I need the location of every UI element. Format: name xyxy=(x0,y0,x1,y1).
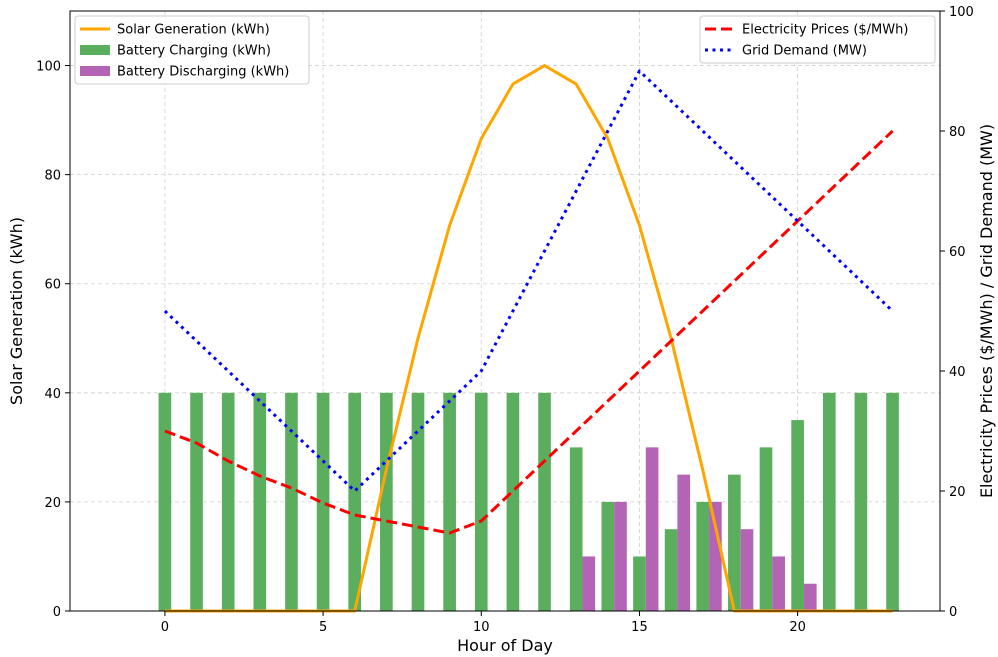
y-axis-right-ticks: 0 20 40 60 80 100 xyxy=(940,5,974,620)
discharging-bar xyxy=(677,474,691,611)
legend-label: Electricity Prices ($/MWh) xyxy=(742,23,908,38)
x-tick-label: 0 xyxy=(161,620,169,635)
lines-layer xyxy=(163,64,894,613)
x-axis-label: Hour of Day xyxy=(457,636,553,655)
x-axis-ticks: 0 5 10 15 20 xyxy=(161,611,806,635)
charging-bar xyxy=(759,447,773,611)
discharging-bar xyxy=(740,529,754,611)
charging-bar xyxy=(664,529,678,611)
charging-bar xyxy=(190,392,203,611)
charging-bar xyxy=(886,392,899,611)
discharging-bar xyxy=(645,447,659,611)
y-right-tick-label: 0 xyxy=(949,605,957,620)
y-left-tick-label: 0 xyxy=(53,605,61,620)
charging-bar xyxy=(506,392,520,611)
solar-generation-line xyxy=(164,64,893,613)
charging-bar xyxy=(380,392,393,611)
charging-bar xyxy=(443,392,456,611)
charging-bar xyxy=(316,392,330,611)
discharging-bar xyxy=(709,501,722,611)
y-left-tick-label: 80 xyxy=(44,169,61,184)
charging-bar xyxy=(728,474,741,611)
charging-bar xyxy=(822,392,836,611)
y-axis-left-ticks: 0 20 40 60 80 100 xyxy=(36,60,70,620)
discharging-bar xyxy=(772,556,785,611)
y-left-tick-label: 60 xyxy=(44,278,61,293)
charging-bar xyxy=(791,420,804,611)
y-left-tick-label: 20 xyxy=(44,496,61,511)
charging-bar xyxy=(221,392,235,611)
charging-bar xyxy=(696,501,710,611)
legend-left: Solar Generation (kWh) Battery Charging (… xyxy=(74,15,310,85)
discharging-bar xyxy=(582,556,596,611)
y-right-tick-label: 60 xyxy=(949,245,966,260)
y-left-tick-label: 100 xyxy=(36,60,61,75)
y-axis-left-label: Solar Generation (kWh) xyxy=(7,217,26,405)
y-right-tick-label: 80 xyxy=(949,125,966,140)
charging-bar xyxy=(158,392,172,611)
plot-frame xyxy=(69,10,941,612)
charging-bar xyxy=(633,556,646,611)
legend-patch-swatch xyxy=(80,45,110,55)
legend-frame xyxy=(699,15,936,64)
charging-bar xyxy=(285,392,298,611)
x-tick-label: 15 xyxy=(631,620,648,635)
legend-right: Electricity Prices ($/MWh) Grid Demand (M… xyxy=(699,15,936,64)
electricity-prices-line xyxy=(164,129,894,535)
grid-demand-line xyxy=(163,69,894,493)
x-tick-label: 20 xyxy=(789,620,806,635)
legend-label: Grid Demand (MW) xyxy=(742,44,867,59)
discharging-bar xyxy=(614,501,627,611)
legend-label: Solar Generation (kWh) xyxy=(117,23,270,38)
legend-label: Battery Discharging (kWh) xyxy=(117,65,289,80)
charging-bar xyxy=(538,392,551,611)
y-right-tick-label: 20 xyxy=(949,485,966,500)
discharging-bar xyxy=(803,583,817,611)
y-right-tick-label: 40 xyxy=(949,365,966,380)
charging-bar xyxy=(601,501,615,611)
legend-patch-swatch xyxy=(80,66,110,76)
charging-bar xyxy=(569,447,583,611)
charging-bar xyxy=(854,392,868,611)
y-right-tick-label: 100 xyxy=(949,5,974,20)
bars-layer xyxy=(158,392,899,611)
y-axis-right-label: Electricity Prices ($/MWh) / Grid Demand… xyxy=(977,124,996,498)
charging-bar xyxy=(474,392,488,611)
y-left-tick-label: 40 xyxy=(44,387,61,402)
charging-bar xyxy=(253,392,267,611)
legend-frame xyxy=(74,15,310,85)
charging-bar xyxy=(411,392,425,611)
legend-label: Battery Charging (kWh) xyxy=(117,44,271,59)
x-tick-label: 10 xyxy=(473,620,490,635)
charging-bar xyxy=(348,392,362,611)
x-tick-label: 5 xyxy=(319,620,327,635)
